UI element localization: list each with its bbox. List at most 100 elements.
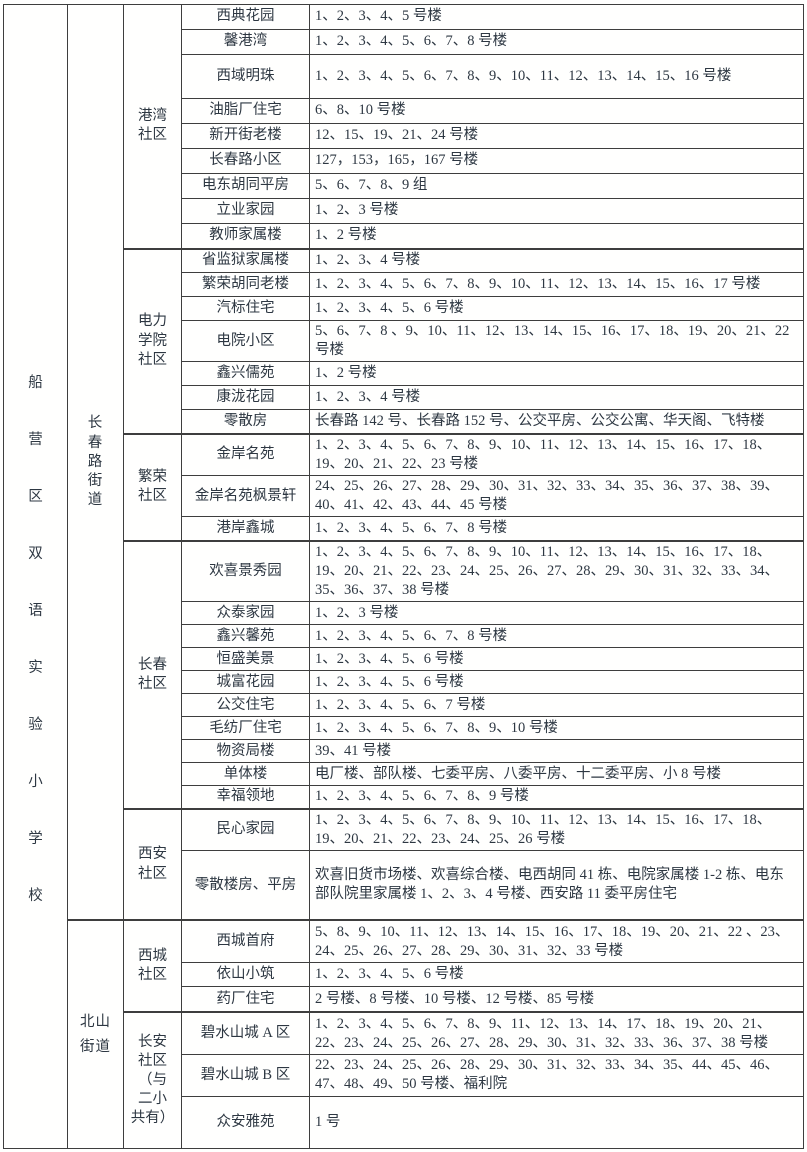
estate-cell: 恒盛美景 [181,647,310,672]
table-row: 繁荣 社区 金岸名苑 1、2、3、4、5、6、7、8、9、10、11、12、13、1… [4,432,804,542]
estate-cell: 零散楼房、平房 [181,849,310,921]
buildings-cell: 1、2、3、4、5、6、7、8、9、10、11、12、13、14、15、16、1… [309,432,804,476]
buildings-cell: 1、2、3 号楼 [309,198,804,224]
table-row: 新开街老楼 12、15、19、21、24 号楼 [4,123,804,149]
estate-cell: 新开街老楼 [181,123,310,149]
buildings-cell: 欢喜旧货市场楼、欢喜综合楼、电西胡同 41 栋、电院家属楼 1-2 栋、电东部队… [309,849,804,921]
estate-cell: 零散房 [181,409,310,435]
community-cell: 长安 社区 （与 二小 共有） [123,1011,182,1149]
table-row: 长春 社区 欢喜景秀园 1、2、3、4、5、6、7、8、9、10、11、12、13、… [4,539,804,810]
estate-cell: 汽标住宅 [181,296,310,321]
estate-cell: 立业家园 [181,198,310,224]
table-row: 众泰家园 1、2、3 号楼 [4,601,804,626]
table-row: 金岸名苑枫景轩 24、25、26、27、28、29、30、31、32、33、34、… [4,474,804,518]
table-row: 教师家属楼 1、2 号楼 [4,223,804,249]
table-row: 长安 社区 （与 二小 共有） 碧水山城 A 区 1、2、3、4、5、6、7、8、9… [4,1011,804,1149]
estate-cell: 西域明珠 [181,54,310,99]
buildings-cell: 39、41 号楼 [309,739,804,764]
estate-cell: 碧水山城 B 区 [181,1053,310,1097]
buildings-cell: 1、2、3、4、5、6、7、8 号楼 [309,29,804,55]
school-name-char: 区 [28,489,43,506]
buildings-cell: 2 号楼、8 号楼、10 号楼、12 号楼、85 号楼 [309,985,804,1013]
table-row: 电院小区 5、6、7、8 、9、10、11、12、13、14、15、16、17、1… [4,319,804,363]
buildings-cell: 1、2、3、4、5、6、7、8、9、10 号楼 [309,716,804,741]
estate-cell: 金岸名苑 [181,432,310,476]
community-cell: 西城 社区 [123,919,182,1013]
estate-cell: 众安雅苑 [181,1095,310,1149]
school-name-char: 小 [28,774,43,791]
estate-cell: 城富花园 [181,670,310,695]
estate-cell: 毛纺厂住宅 [181,716,310,741]
street-cell: 北山 街道 [67,919,124,1149]
buildings-cell: 长春路 142 号、长春路 152 号、公交平房、公交公寓、华天阁、飞特楼 [309,409,804,435]
estate-cell: 幸福领地 [181,785,310,810]
table-row: 西安 社区 民心家园 1、2、3、4、5、6、7、8、9、10、11、12、13、1… [4,807,804,921]
buildings-cell: 1、2 号楼 [309,361,804,387]
buildings-cell: 电厂楼、部队楼、七委平房、八委平房、十二委平房、小 8 号楼 [309,762,804,787]
estate-cell: 药厂住宅 [181,985,310,1013]
estate-cell: 物资局楼 [181,739,310,764]
buildings-cell: 1、2、3、4、5、6、7、8、9 号楼 [309,785,804,810]
buildings-cell: 5、6、7、8 、9、10、11、12、13、14、15、16、17、18、19… [309,319,804,363]
buildings-cell: 1、2、3、4、5、6、7、8、9、10、11、12、13、14、15、16 号… [309,54,804,99]
estate-cell: 鑫兴馨苑 [181,624,310,649]
buildings-cell: 1 号 [309,1095,804,1149]
table-row: 长春路小区 127，153，165，167 号楼 [4,148,804,174]
table-row: 幸福领地 1、2、3、4、5、6、7、8、9 号楼 [4,785,804,810]
district-table-body: 船营区双语实验小学校长 春 路 街 道港湾 社区 西典花园 1、2、3、4、5 号楼… [3,4,804,1149]
buildings-cell: 1、2、3、4、5 号楼 [309,4,804,30]
estate-cell: 油脂厂住宅 [181,98,310,124]
estate-cell: 西城首府 [181,919,310,963]
buildings-cell: 5、6、7、8、9 组 [309,173,804,199]
table-row: 油脂厂住宅 6、8、10 号楼 [4,98,804,124]
table-row: 零散楼房、平房 欢喜旧货市场楼、欢喜综合楼、电西胡同 41 栋、电院家属楼 1-2… [4,849,804,921]
buildings-cell: 24、25、26、27、28、29、30、31、32、33、34、35、36、3… [309,474,804,518]
school-name-char: 验 [28,717,43,734]
district-table: 船营区双语实验小学校长 春 路 街 道港湾 社区 西典花园 1、2、3、4、5 号楼… [3,4,804,1149]
estate-cell: 电院小区 [181,319,310,363]
estate-cell: 民心家园 [181,807,310,851]
estate-cell: 繁荣胡同老楼 [181,272,310,297]
school-name-char: 营 [28,432,43,449]
buildings-cell: 12、15、19、21、24 号楼 [309,123,804,149]
buildings-cell: 127，153，165，167 号楼 [309,148,804,174]
school-name-char: 语 [28,603,43,620]
buildings-cell: 1、2、3、4 号楼 [309,247,804,273]
table-row: 公交住宅 1、2、3、4、5、6、7 号楼 [4,693,804,718]
estate-cell: 港岸鑫城 [181,516,310,542]
community-cell: 港湾 社区 [123,4,182,249]
table-row: 单体楼 电厂楼、部队楼、七委平房、八委平房、十二委平房、小 8 号楼 [4,762,804,787]
estate-cell: 公交住宅 [181,693,310,718]
street-cell: 长 春 路 街 道 [67,4,124,921]
school-name-char: 校 [28,888,43,905]
table-row: 电东胡同平房 5、6、7、8、9 组 [4,173,804,199]
table-row: 汽标住宅 1、2、3、4、5、6 号楼 [4,296,804,321]
estate-cell: 教师家属楼 [181,223,310,249]
estate-cell: 省监狱家属楼 [181,247,310,273]
buildings-cell: 1、2、3、4、5、6、7、8、9、10、11、12、13、14、15、16、1… [309,539,804,603]
estate-cell: 依山小筑 [181,961,310,987]
estate-cell: 长春路小区 [181,148,310,174]
buildings-cell: 1、2、3、4、5、6 号楼 [309,670,804,695]
buildings-cell: 1、2、3、4、5、6 号楼 [309,961,804,987]
estate-cell: 馨港湾 [181,29,310,55]
table-row: 立业家园 1、2、3 号楼 [4,198,804,224]
buildings-cell: 6、8、10 号楼 [309,98,804,124]
estate-cell: 西典花园 [181,4,310,30]
estate-cell: 康泷花园 [181,385,310,411]
spacer [9,227,62,355]
buildings-cell: 5、8、9、10、11、12、13、14、15、16、17、18、19、20、2… [309,919,804,963]
table-row: 碧水山城 B 区 22、23、24、25、26、28、29、30、31、32、33… [4,1053,804,1097]
buildings-cell: 1、2、3 号楼 [309,601,804,626]
table-row: 船营区双语实验小学校长 春 路 街 道港湾 社区 西典花园 1、2、3、4、5 号楼 [3,4,804,1149]
buildings-cell: 1、2、3、4、5、6、7、8 号楼 [309,516,804,542]
estate-cell: 金岸名苑枫景轩 [181,474,310,518]
school-name-char: 学 [28,831,43,848]
buildings-cell: 1、2、3、4、5、6、7、8、9、10、11、12、13、14、15、16、1… [309,807,804,851]
buildings-cell: 22、23、24、25、26、28、29、30、31、32、33、34、35、4… [309,1053,804,1097]
buildings-cell: 1、2、3、4、5、6、7、8、9、10、11、12、13、14、15、16、1… [309,272,804,297]
estate-cell: 单体楼 [181,762,310,787]
table-row: 馨港湾 1、2、3、4、5、6、7、8 号楼 [4,29,804,55]
buildings-cell: 1、2、3、4、5、6、7、8、9、11、12、13、14、17、18、19、2… [309,1011,804,1055]
